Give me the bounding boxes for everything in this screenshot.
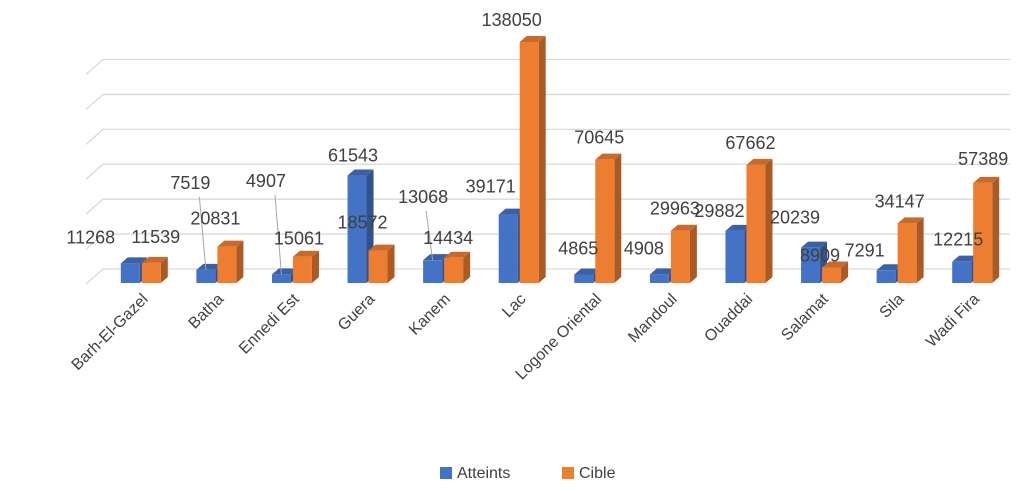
legend-item: Atteints <box>440 465 510 482</box>
leader-line <box>425 210 434 261</box>
category-label: Barh-El-Gazel <box>69 291 152 374</box>
data-labels: 11268 11539 7519 20831 4907 15061 61543 18572 13… <box>66 10 1008 275</box>
data-label-cible: 14434 <box>423 228 473 248</box>
legend: Atteints Cible <box>440 465 616 482</box>
data-label-atteints: 20239 <box>770 208 820 228</box>
data-label-atteints: 29882 <box>694 201 744 221</box>
bars <box>120 36 1000 283</box>
bar-atteints-sila <box>876 264 903 283</box>
category-label: Mandoul <box>625 291 680 346</box>
bar-cible-guera <box>368 244 395 283</box>
gridline <box>85 128 1010 145</box>
bar-cible-batha <box>217 240 244 283</box>
legend-item: Cible <box>562 465 616 482</box>
data-label-cible: 29963 <box>650 199 700 219</box>
data-label-cible: 8909 <box>800 245 840 265</box>
data-label-cible: 18572 <box>338 213 388 233</box>
leader-line <box>274 194 282 275</box>
data-label-cible: 138050 <box>482 10 542 30</box>
leader-line <box>198 196 207 270</box>
category-label: Batha <box>186 291 228 333</box>
bar-atteints-batha <box>196 263 223 283</box>
data-label-atteints: 12215 <box>933 230 983 250</box>
bar-cible-ouaddai <box>746 158 773 283</box>
data-label-cible: 70645 <box>574 128 624 148</box>
data-label-cible: 20831 <box>190 209 240 229</box>
bar-cible-ennedi-est <box>292 250 319 283</box>
legend-label: Cible <box>579 465 616 482</box>
gridline <box>85 58 1010 75</box>
gridline <box>85 198 1010 215</box>
category-label: Wadi Fira <box>923 291 983 351</box>
bar-atteints-salamat <box>801 241 828 283</box>
category-label: Salamat <box>778 290 832 344</box>
bar-cible-logone-oriental <box>595 153 622 283</box>
category-label: Kanem <box>406 291 454 339</box>
data-label-atteints: 11268 <box>66 227 115 247</box>
bar-cible-salamat <box>822 261 849 283</box>
bar-cible-mandoul <box>670 224 697 283</box>
gridlines <box>85 58 1010 285</box>
legend-label: Atteints <box>457 465 510 482</box>
data-label-atteints: 4908 <box>624 238 664 258</box>
legend-swatch <box>562 467 574 479</box>
data-label-cible: 15061 <box>274 229 324 249</box>
data-label-cible: 67662 <box>725 133 775 153</box>
data-label-atteints: 61543 <box>328 146 378 166</box>
category-label: Lac <box>499 291 529 321</box>
bar-cible-sila <box>897 217 924 283</box>
data-label-cible: 34147 <box>875 191 925 211</box>
category-labels: Barh-El-Gazel Batha Ennedi Est Guera Kanem La… <box>69 290 984 383</box>
bar-cible-lac <box>519 36 546 283</box>
bar-cible-kanem <box>444 251 471 283</box>
data-label-atteints: 7291 <box>845 240 885 260</box>
data-label-cible: 57389 <box>958 149 1008 169</box>
data-label-atteints: 13068 <box>398 187 448 207</box>
category-label: Ennedi Est <box>236 290 303 357</box>
gridline <box>85 233 1010 250</box>
gridline <box>85 163 1010 180</box>
category-label: Sila <box>877 291 908 322</box>
gridline <box>85 93 1010 110</box>
category-label: Guera <box>335 291 379 335</box>
gridline <box>85 268 1010 285</box>
bar-cible-barh-el-gazel <box>141 256 168 283</box>
data-label-atteints: 7519 <box>170 173 210 193</box>
data-label-atteints: 39171 <box>466 177 516 197</box>
data-label-cible: 11539 <box>131 227 180 247</box>
legend-swatch <box>440 467 452 479</box>
bar-cible-wadi-fira <box>973 176 1000 283</box>
data-label-atteints: 4865 <box>558 239 598 259</box>
data-label-atteints: 4907 <box>246 171 286 191</box>
category-label: Ouaddai <box>701 291 756 346</box>
